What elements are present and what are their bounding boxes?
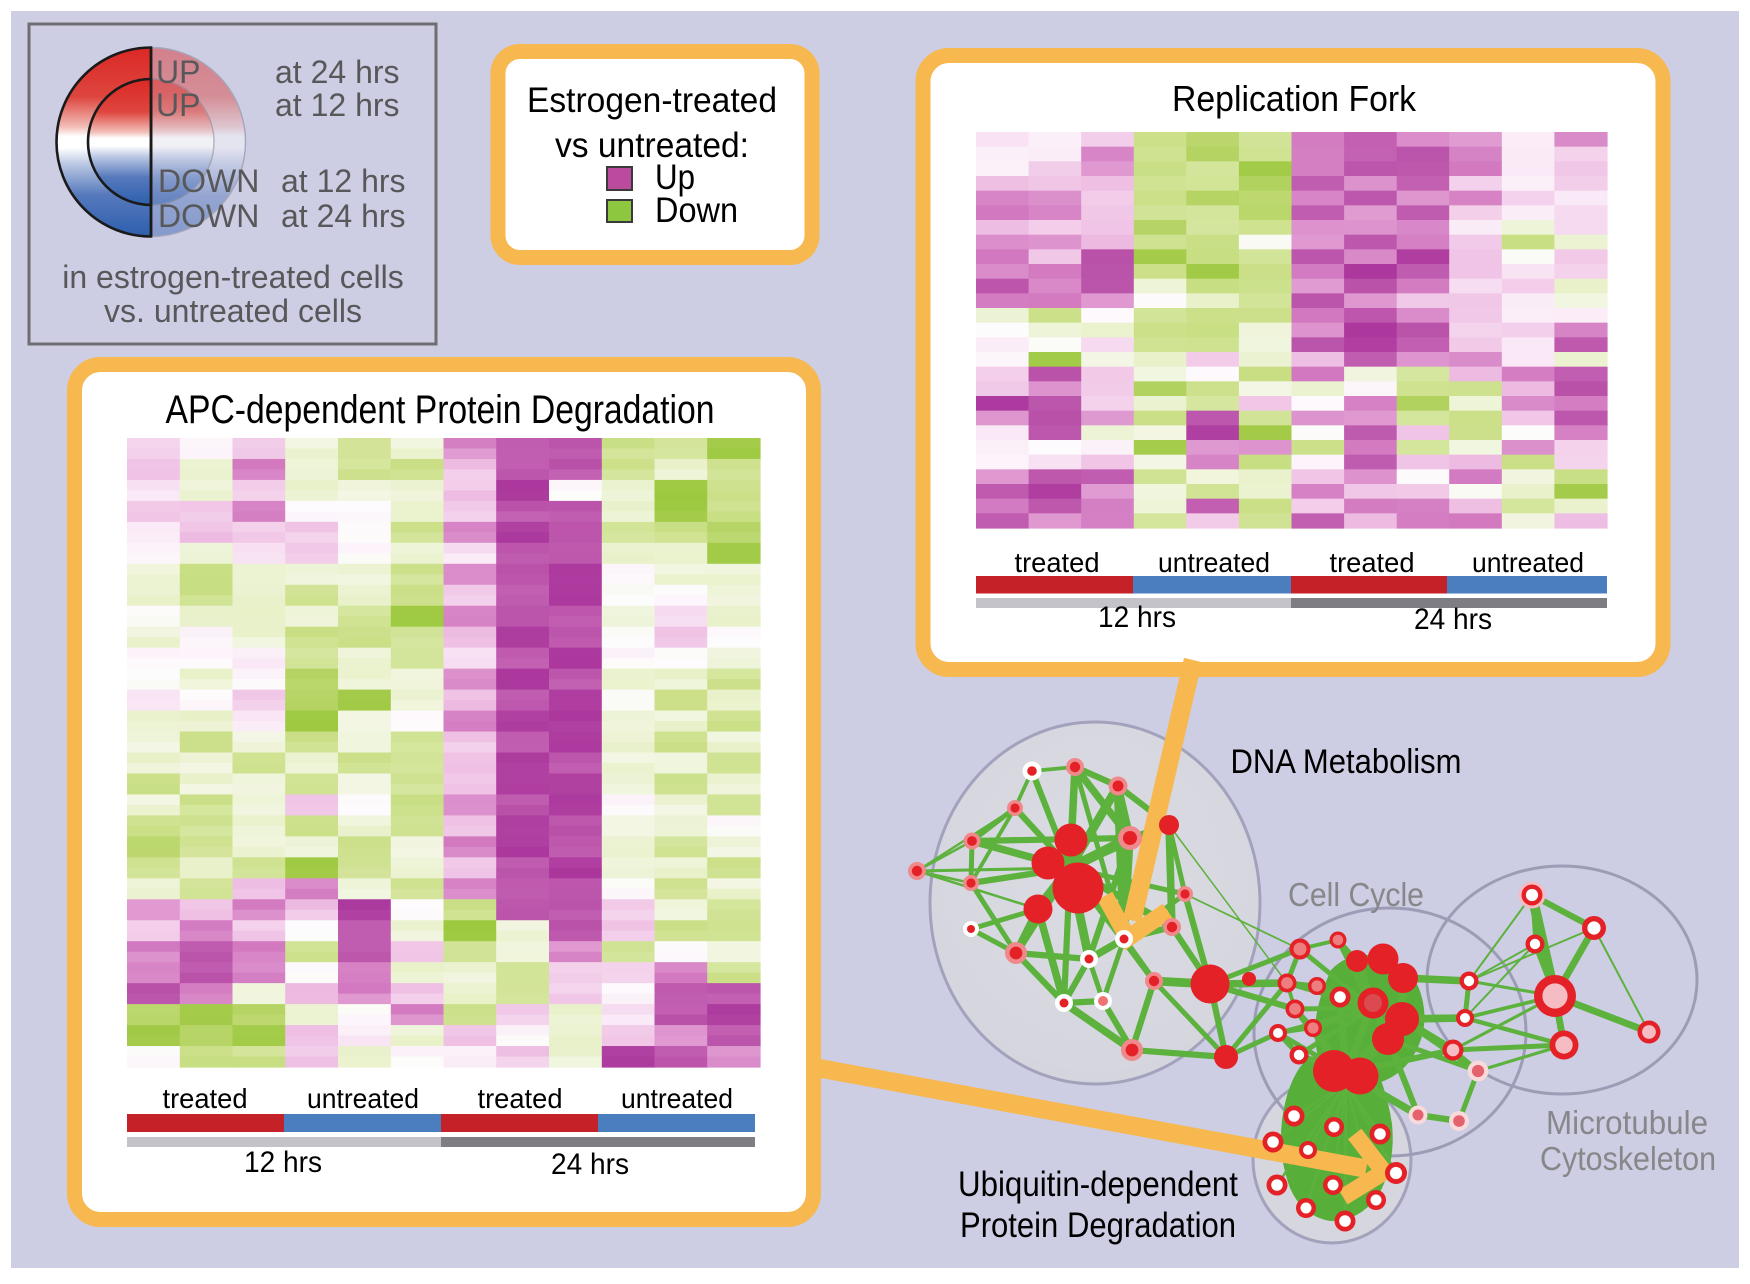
svg-text:12 hrs: 12 hrs [1098,601,1176,634]
svg-text:UP: UP [156,87,200,123]
svg-text:treated: treated [1015,547,1100,578]
svg-text:in estrogen-treated cells: in estrogen-treated cells [62,259,404,295]
svg-text:at 12 hrs: at 12 hrs [281,163,406,199]
svg-text:Replication Fork: Replication Fork [1172,78,1417,119]
svg-text:Estrogen-treated: Estrogen-treated [527,81,777,120]
svg-text:UP: UP [156,54,200,90]
svg-text:24 hrs: 24 hrs [1414,603,1492,636]
svg-text:treated: treated [478,1083,563,1114]
svg-text:DOWN: DOWN [158,198,259,234]
svg-text:untreated: untreated [307,1083,419,1114]
svg-text:Microtubule: Microtubule [1546,1104,1708,1141]
svg-text:vs untreated:: vs untreated: [555,126,749,165]
svg-text:DNA Metabolism: DNA Metabolism [1231,743,1462,781]
svg-text:Protein Degradation: Protein Degradation [960,1206,1236,1245]
svg-text:Cell Cycle: Cell Cycle [1288,876,1424,913]
svg-text:Down: Down [655,191,738,230]
svg-text:Cytoskeleton: Cytoskeleton [1540,1140,1716,1177]
svg-text:untreated: untreated [1158,547,1270,578]
svg-text:DOWN: DOWN [158,163,259,199]
svg-text:Ubiquitin-dependent: Ubiquitin-dependent [958,1165,1238,1204]
svg-text:APC-dependent Protein Degradat: APC-dependent Protein Degradation [166,388,715,432]
svg-text:24 hrs: 24 hrs [551,1148,629,1181]
svg-text:untreated: untreated [621,1083,733,1114]
svg-text:untreated: untreated [1472,547,1584,578]
svg-text:treated: treated [163,1083,248,1114]
svg-text:Up: Up [655,158,695,197]
svg-text:vs. untreated cells: vs. untreated cells [104,293,362,329]
svg-text:treated: treated [1330,547,1415,578]
svg-text:at 24 hrs: at 24 hrs [281,198,406,234]
svg-text:at 12 hrs: at 12 hrs [275,87,400,123]
svg-text:12 hrs: 12 hrs [244,1146,322,1179]
svg-text:at 24 hrs: at 24 hrs [275,54,400,90]
